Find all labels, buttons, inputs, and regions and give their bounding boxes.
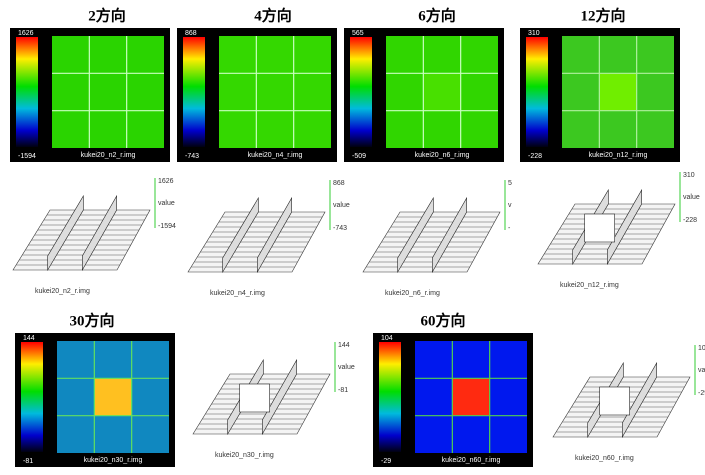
colorbar-min: -228 (528, 153, 542, 160)
image-panel: 104 -29 kukei20_n60_r.img (373, 333, 533, 467)
image-panel: 1626 -1594 kukei20_n2_r.img (10, 28, 170, 162)
surface-ridge (222, 196, 259, 274)
surface-ridge (82, 194, 117, 272)
surface-plot: 868 value -743 kukei20_n4_r.img (187, 180, 350, 297)
image-panel: 565 -509 kukei20_n6_r.img (344, 28, 504, 162)
colorbar (183, 37, 205, 147)
panel-title: 60方向 (420, 311, 465, 329)
surface-min: -228 (683, 217, 697, 224)
colorbar-min: -1594 (18, 153, 36, 160)
surface-min: -743 (333, 225, 347, 232)
surface-filename: kukei20_n30_r.img (215, 452, 274, 459)
image-filename: kukei20_n30_r.img (84, 457, 143, 464)
surface-filename: kukei20_n6_r.img (385, 290, 440, 297)
panel-title: 12方向 (580, 6, 625, 24)
surface-max: 144 (338, 342, 350, 349)
surface-filename: kukei20_n12_r.img (560, 282, 619, 289)
image-filename: kukei20_n60_r.img (442, 457, 501, 464)
colorbar-max: 565 (352, 30, 364, 37)
colorbar (379, 342, 401, 452)
surface-max: 868 (333, 180, 345, 187)
surface-plot: 144 value -81 kukei20_n30_r.img (192, 342, 355, 459)
surface-max: 1626 (158, 178, 174, 185)
image-filename: kukei20_n4_r.img (248, 152, 303, 159)
surface-max: 104 (698, 345, 705, 352)
image-filename: kukei20_n6_r.img (415, 152, 470, 159)
image-panel: 868 -743 kukei20_n4_r.img (177, 28, 337, 162)
surface-ridge (262, 358, 297, 436)
image-filename: kukei20_n2_r.img (81, 152, 136, 159)
surface-min: -29 (698, 390, 705, 397)
image-center (599, 73, 637, 111)
surface-ridge (622, 361, 657, 439)
surface-max: 5 (508, 180, 512, 187)
panel-title: 2方向 (88, 6, 126, 24)
colorbar-min: -81 (23, 458, 33, 465)
colorbar-max: 868 (185, 30, 197, 37)
surface-filename: kukei20_n4_r.img (210, 290, 265, 297)
surface-min: -1594 (158, 223, 176, 230)
colorbar-max: 144 (23, 335, 35, 342)
surface-min: - (508, 225, 511, 232)
colorbar-min: -743 (185, 153, 199, 160)
surface-ridge (397, 196, 434, 274)
surface-max: 310 (683, 172, 695, 179)
colorbar (526, 37, 548, 147)
surface-filename: kukei20_n60_r.img (575, 455, 634, 462)
surface-plot: 310 value -228 kukei20_n12_r.img (537, 172, 700, 289)
image-filename: kukei20_n12_r.img (589, 152, 648, 159)
image-panel: 310 -228 kukei20_n12_r.img (520, 28, 680, 162)
colorbar-max: 104 (381, 335, 393, 342)
surface-axis-label: value (158, 200, 175, 207)
surface-ridge (47, 194, 84, 272)
panel-title: 6方向 (418, 6, 456, 24)
surface-block (584, 213, 615, 243)
surface-axis-label: v (508, 202, 512, 209)
image-center (89, 73, 127, 111)
panel-title: 30方向 (69, 311, 114, 329)
image-center (256, 73, 294, 111)
image-center (423, 73, 461, 111)
surface-ridge (607, 188, 642, 266)
surface-block (239, 383, 270, 413)
surface-plot: 104 value -29 kukei20_n60_r.img (552, 345, 705, 462)
surface-plot: 5 v - kukei20_n6_r.img (362, 180, 512, 297)
image-center (94, 378, 132, 416)
colorbar-max: 1626 (18, 30, 34, 37)
colorbar (16, 37, 38, 147)
surface-block (599, 386, 630, 416)
colorbar-max: 310 (528, 30, 540, 37)
surface-axis-label: value (338, 364, 355, 371)
colorbar (21, 342, 43, 452)
surface-ridge (257, 196, 292, 274)
colorbar (350, 37, 372, 147)
colorbar-min: -29 (381, 458, 391, 465)
surface-ridge (432, 196, 467, 274)
image-panel: 144 -81 kukei20_n30_r.img (15, 333, 175, 467)
surface-axis-label: value (683, 194, 700, 201)
panel-title: 4方向 (254, 6, 292, 24)
image-center (452, 378, 490, 416)
surface-min: -81 (338, 387, 348, 394)
surface-axis-label: value (333, 202, 350, 209)
surface-plot: 1626 value -1594 kukei20_n2_r.img (12, 178, 176, 295)
colorbar-min: -509 (352, 153, 366, 160)
surface-filename: kukei20_n2_r.img (35, 288, 90, 295)
surface-axis-label: value (698, 367, 705, 374)
